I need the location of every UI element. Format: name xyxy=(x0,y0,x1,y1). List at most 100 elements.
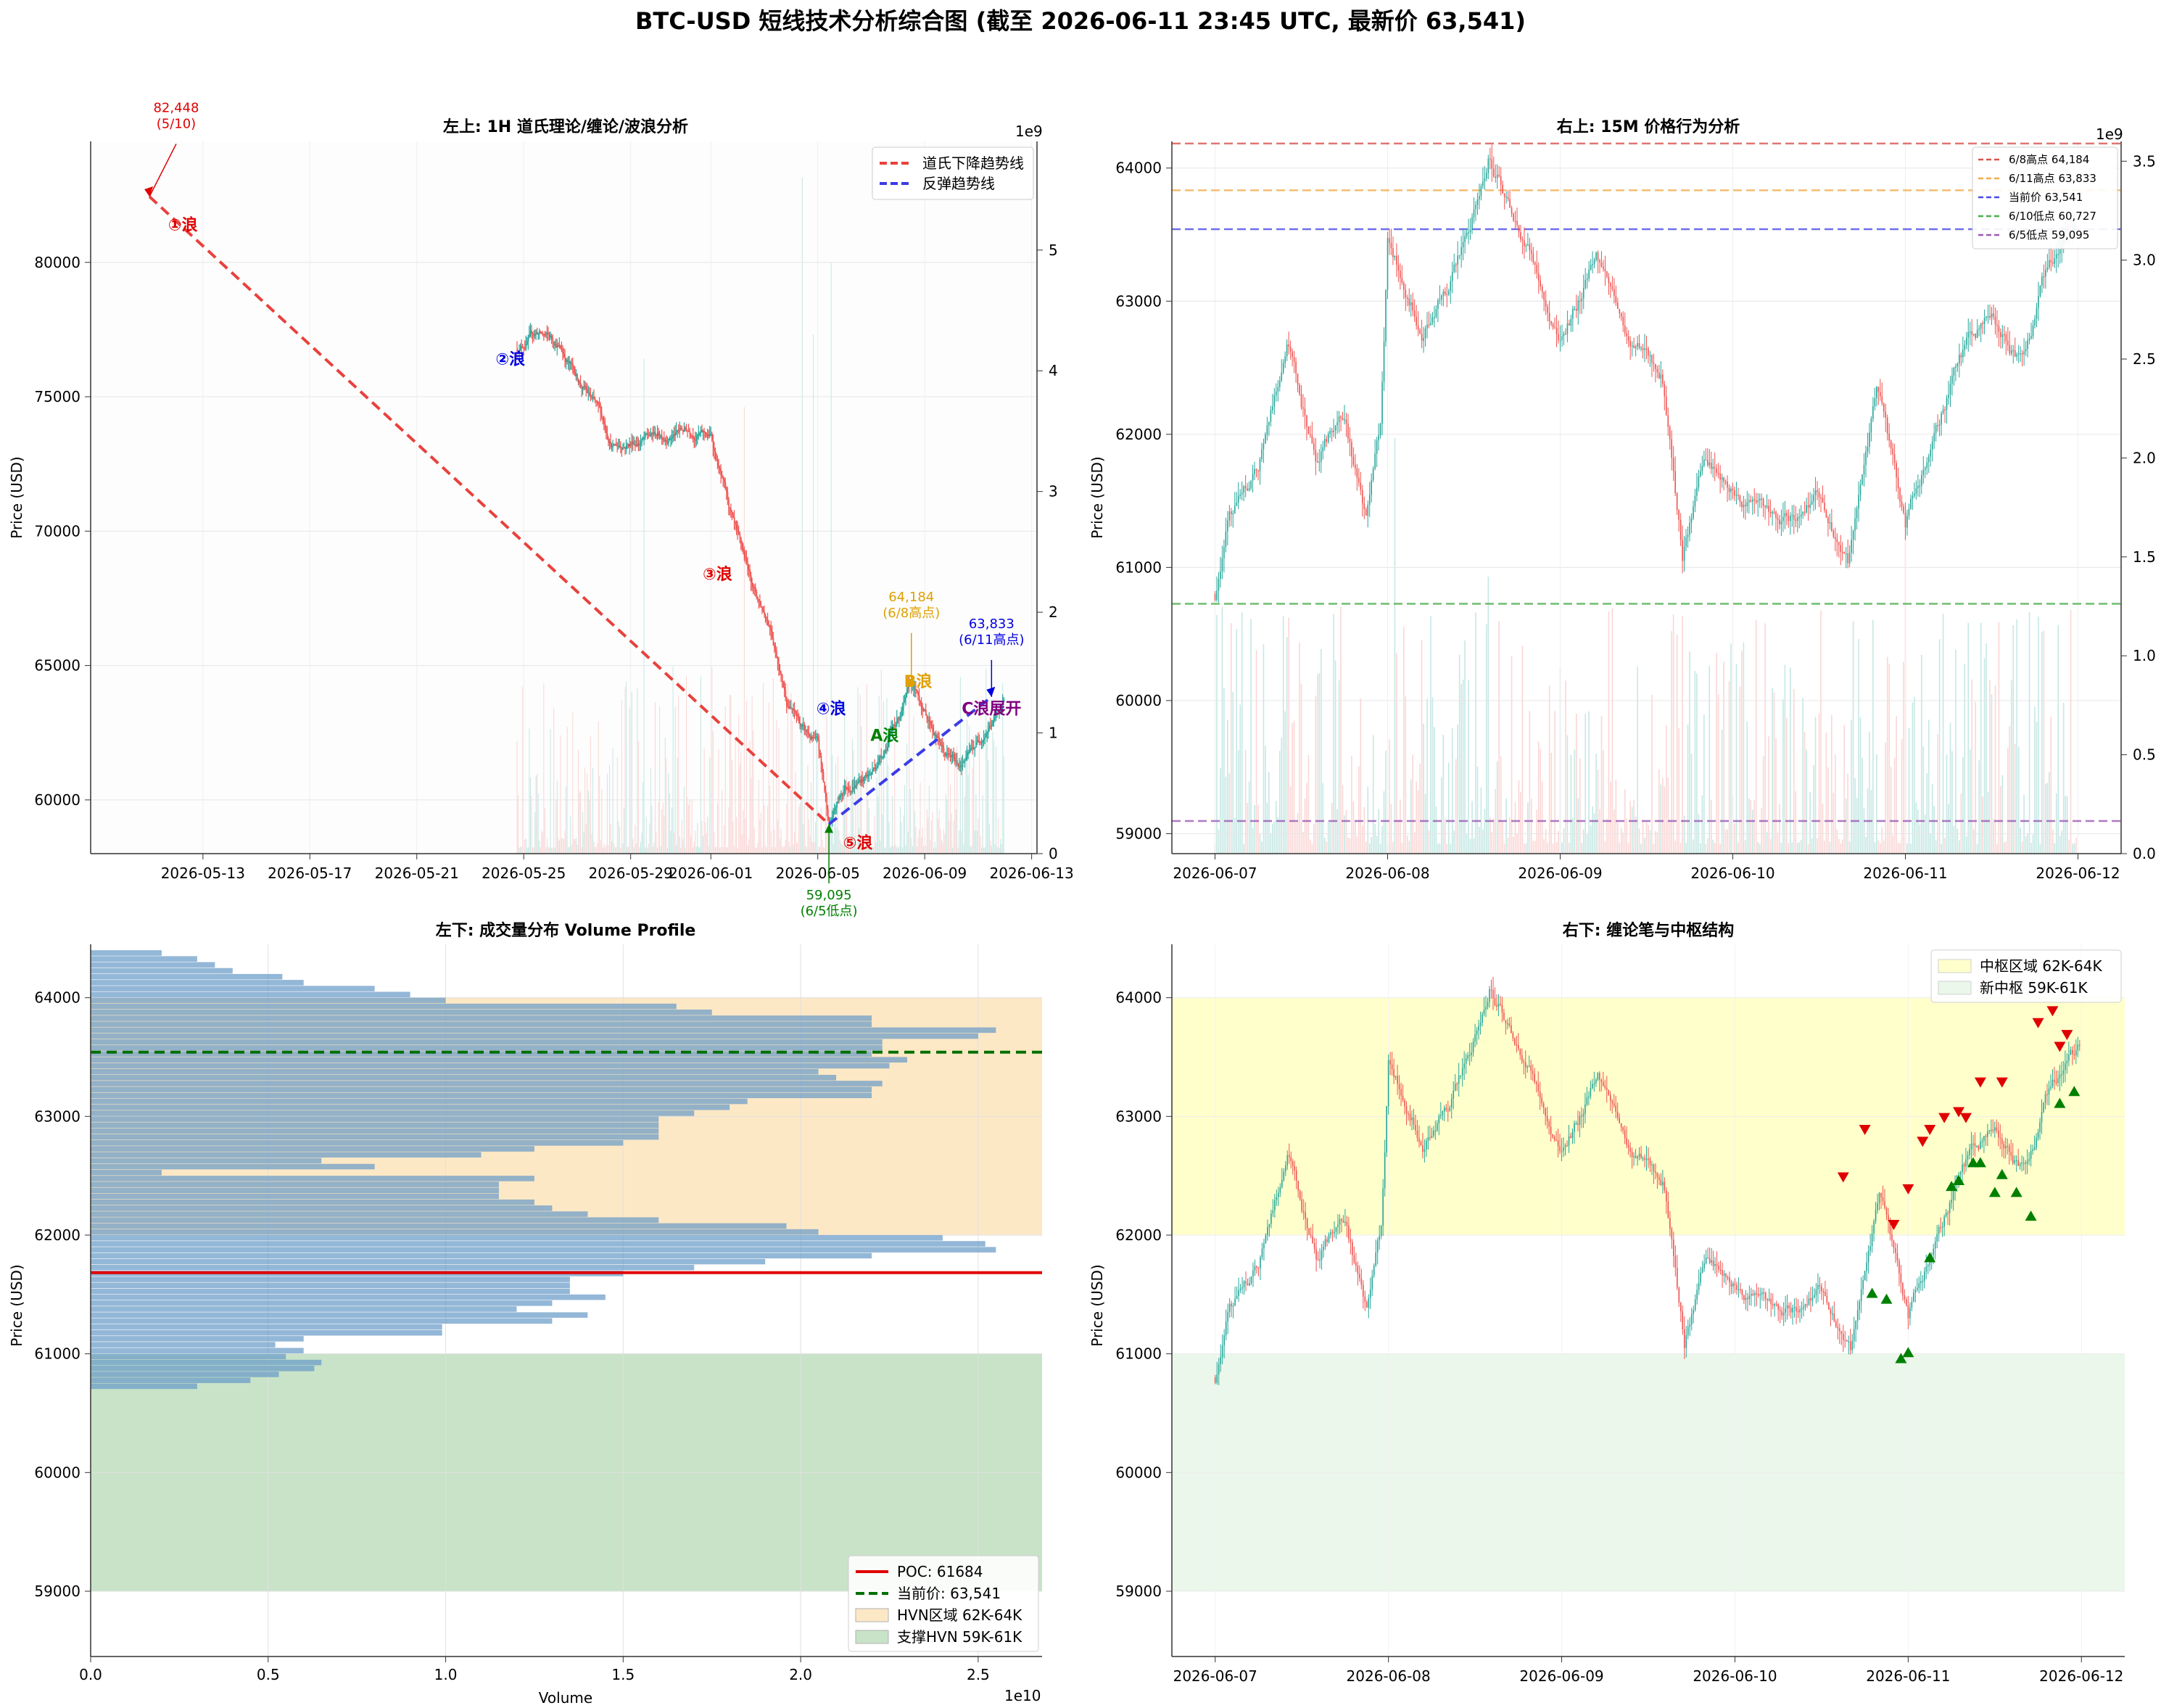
tl-candle-body xyxy=(916,689,918,693)
br-candle-body xyxy=(1346,1221,1348,1226)
br-candle-body xyxy=(1232,1305,1234,1307)
br-candle-body xyxy=(1290,1157,1292,1162)
tl-candle-body xyxy=(722,476,724,479)
tr-candle-body xyxy=(1223,546,1225,558)
tr-volume-bar xyxy=(1365,842,1367,854)
tl-candle-body xyxy=(525,343,527,349)
tr-volume-bar xyxy=(1989,680,1991,854)
tr-volume-bar xyxy=(1750,800,1752,854)
tr-candle-body xyxy=(1658,372,1660,379)
tl-volume-bar xyxy=(844,701,846,854)
br-candle-body xyxy=(1474,1034,1476,1042)
br-candle-body xyxy=(1790,1308,1792,1313)
tl-candle-body xyxy=(518,349,521,353)
tl-candle-body xyxy=(930,725,933,728)
tl-candle-body xyxy=(848,789,850,791)
tr-candle-body xyxy=(1822,498,1824,503)
br-candle-body xyxy=(1379,1236,1381,1241)
br-candle-body xyxy=(1801,1308,1803,1311)
tl-candle-body xyxy=(870,773,872,775)
tl-volume-bar xyxy=(580,791,582,854)
br-candle-body xyxy=(1951,1200,1952,1203)
tl-volume-bar xyxy=(941,839,942,854)
tr-volume-bar xyxy=(1545,829,1547,854)
bl-volume-bin xyxy=(91,1211,588,1217)
tr-volume-bar xyxy=(1505,798,1507,854)
tr-y2tick-label: 2.0 xyxy=(2133,449,2156,466)
tl-xtick-label: 2026-05-21 xyxy=(375,865,459,882)
tl-candle-body xyxy=(801,725,803,727)
tr-candle-body xyxy=(1976,329,1978,338)
tl-candle-body xyxy=(861,779,862,783)
tr-candle-body xyxy=(2059,249,2061,255)
tl-candle-body xyxy=(840,793,843,796)
br-candle-body xyxy=(1394,1076,1397,1078)
tl-volume-bar xyxy=(598,721,599,854)
br-candle-body xyxy=(1514,1038,1516,1045)
br-candle-body xyxy=(1324,1239,1326,1247)
tr-volume-bar xyxy=(1547,842,1548,854)
br-candle-body xyxy=(1920,1281,1922,1284)
tl-candle-body xyxy=(695,436,698,441)
tl-volume-bar xyxy=(930,820,932,854)
br-candle-body xyxy=(1913,1292,1914,1302)
tr-legend-label: 6/8高点 64,184 xyxy=(2009,153,2089,166)
tl-candle-body xyxy=(621,447,623,450)
bl-legend-label: POC: 61684 xyxy=(897,1563,983,1580)
tr-volume-bar xyxy=(1513,836,1514,854)
tr-volume-bar xyxy=(1514,801,1516,854)
br-candle-body xyxy=(1880,1192,1882,1197)
tr-candle-body xyxy=(1610,283,1611,287)
tr-candle-body xyxy=(1617,302,1619,309)
br-candle-body xyxy=(2072,1049,2073,1055)
tl-candle-body xyxy=(666,442,669,444)
tl-candle-body xyxy=(546,332,548,334)
tl-volume-bar xyxy=(801,177,803,854)
tl-candle-body xyxy=(668,438,669,444)
br-candle-body xyxy=(1637,1156,1638,1159)
br-candle-body xyxy=(1808,1298,1810,1305)
tr-volume-bar xyxy=(1941,843,1942,854)
tl-candle-body xyxy=(988,725,991,730)
tr-volume-bar xyxy=(2068,839,2070,854)
tr-candle-body xyxy=(1769,511,1772,513)
tr-candle-body xyxy=(2051,262,2054,264)
tr-volume-bar xyxy=(1764,623,1766,854)
tr-candle-body xyxy=(1284,356,1286,363)
tl-candle-body xyxy=(822,764,823,772)
tl-candle-body xyxy=(595,400,598,402)
tr-volume-bar xyxy=(1645,821,1648,854)
tl-candle-body xyxy=(751,582,753,587)
br-xtick-label: 2026-06-12 xyxy=(2039,1667,2123,1685)
br-candle-body xyxy=(1859,1301,1860,1311)
tl-candle-body xyxy=(562,352,564,355)
tr-candle-body xyxy=(1428,324,1430,326)
br-candle-body xyxy=(1360,1278,1363,1285)
br-candle-body xyxy=(2046,1094,2048,1096)
tl-annotation-arrowhead xyxy=(986,686,996,697)
tl-wave-label: ①浪 xyxy=(168,215,198,234)
br-ytick-label: 61000 xyxy=(1115,1345,1162,1363)
tl-volume-bar xyxy=(890,847,891,854)
tr-candle-body xyxy=(1879,392,1881,397)
tr-volume-bar xyxy=(1439,843,1441,854)
tl-candle-body xyxy=(659,435,661,437)
tl-xtick-label: 2026-06-09 xyxy=(883,865,967,882)
tr-ytick-label: 61000 xyxy=(1115,558,1162,576)
br-top-fractal-marker xyxy=(1953,1107,1965,1118)
br-candle-body xyxy=(1638,1153,1640,1157)
br-candle-body xyxy=(1227,1311,1228,1322)
tl-candle-body xyxy=(981,742,983,743)
tl-volume-bar xyxy=(822,847,824,854)
tl-volume-bar xyxy=(793,831,795,854)
tl-candle-body xyxy=(612,445,614,447)
tr-candle-body xyxy=(1761,498,1762,500)
tl-candle-body xyxy=(907,684,909,689)
tl-candle-body xyxy=(606,433,608,439)
tr-volume-bar xyxy=(1665,725,1667,854)
br-candle-body xyxy=(1622,1127,1624,1131)
tr-candle-body xyxy=(1572,308,1574,319)
br-candle-body xyxy=(1959,1172,1962,1175)
tr-candle-body xyxy=(1286,345,1288,357)
tr-volume-bar xyxy=(1617,822,1619,854)
